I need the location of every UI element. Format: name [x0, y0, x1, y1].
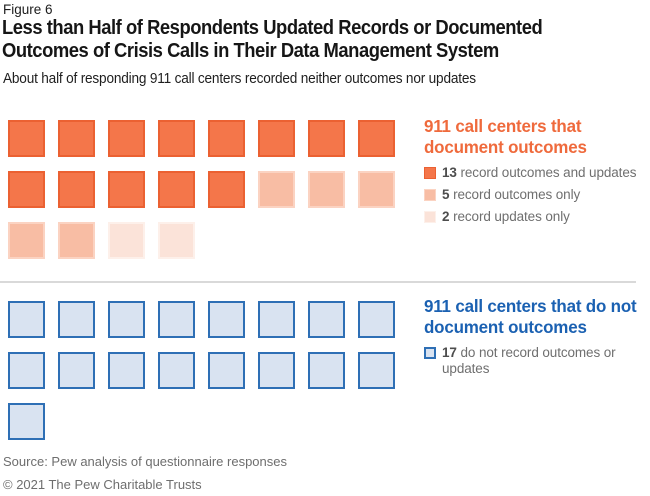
waffle-square	[358, 352, 395, 389]
waffle-square	[258, 120, 295, 157]
legend-label: do not record outcomes or updates	[442, 345, 616, 376]
waffle-square	[8, 120, 45, 157]
legend-item-updates-only: 2 record updates only	[424, 209, 650, 225]
legend-value: 17	[442, 345, 457, 360]
blue-outline-swatch-icon	[424, 347, 436, 359]
waffle-square	[8, 171, 45, 208]
waffle-square	[208, 120, 245, 157]
waffle-square	[58, 120, 95, 157]
orange-dark-swatch-icon	[424, 167, 436, 179]
waffle-square	[8, 301, 45, 338]
waffle-square	[208, 171, 245, 208]
waffle-grid-no-document-outcomes	[8, 301, 395, 440]
waffle-square	[108, 171, 145, 208]
waffle-square	[158, 301, 195, 338]
legend-document-outcomes: 911 call centers that document outcomes …	[424, 116, 650, 231]
waffle-square	[108, 222, 145, 259]
waffle-square	[58, 301, 95, 338]
waffle-square	[108, 301, 145, 338]
waffle-square	[108, 352, 145, 389]
legend-item-outcomes-only: 5 record outcomes only	[424, 187, 650, 203]
waffle-square	[58, 222, 95, 259]
figure-label: Figure 6	[3, 2, 53, 17]
waffle-square	[358, 171, 395, 208]
waffle-square	[358, 301, 395, 338]
chart-title-line-2: Outcomes of Crisis Calls in Their Data M…	[2, 40, 499, 62]
legend-value: 5	[442, 187, 450, 202]
chart-title: Less than Half of Respondents Updated Re…	[2, 17, 543, 63]
waffle-square	[158, 171, 195, 208]
legend-label: record outcomes only	[453, 187, 581, 202]
waffle-square	[158, 120, 195, 157]
waffle-square	[308, 171, 345, 208]
copyright-note: © 2021 The Pew Charitable Trusts	[3, 477, 202, 492]
orange-medium-swatch-icon	[424, 189, 436, 201]
waffle-square	[208, 352, 245, 389]
legend-item-no-records: 17 do not record outcomes or updates	[424, 345, 650, 377]
waffle-square	[308, 352, 345, 389]
legend-value: 13	[442, 165, 457, 180]
legend-heading-document-outcomes: 911 call centers that document outcomes	[424, 116, 587, 157]
waffle-square	[258, 352, 295, 389]
waffle-square	[8, 352, 45, 389]
legend-label: record outcomes and updates	[460, 165, 637, 180]
legend-heading-no-document-outcomes: 911 call centers that do not document ou…	[424, 296, 637, 337]
waffle-square	[58, 352, 95, 389]
waffle-square	[208, 301, 245, 338]
legend-label: record updates only	[453, 209, 570, 224]
legend-no-document-outcomes: 911 call centers that do not document ou…	[424, 296, 650, 383]
source-note: Source: Pew analysis of questionnaire re…	[3, 454, 287, 469]
section-divider	[0, 281, 636, 283]
waffle-square	[308, 120, 345, 157]
chart-title-line-1: Less than Half of Respondents Updated Re…	[2, 17, 543, 39]
waffle-square	[58, 171, 95, 208]
waffle-square	[358, 120, 395, 157]
legend-item-outcomes-and-updates: 13 record outcomes and updates	[424, 165, 650, 181]
waffle-square	[158, 352, 195, 389]
waffle-square	[158, 222, 195, 259]
waffle-square	[258, 301, 295, 338]
waffle-square	[8, 403, 45, 440]
orange-light-swatch-icon	[424, 211, 436, 223]
waffle-square	[258, 171, 295, 208]
chart-subtitle: About half of responding 911 call center…	[3, 71, 476, 87]
waffle-grid-document-outcomes	[8, 120, 395, 259]
waffle-square	[8, 222, 45, 259]
legend-value: 2	[442, 209, 450, 224]
waffle-square	[108, 120, 145, 157]
waffle-square	[308, 301, 345, 338]
